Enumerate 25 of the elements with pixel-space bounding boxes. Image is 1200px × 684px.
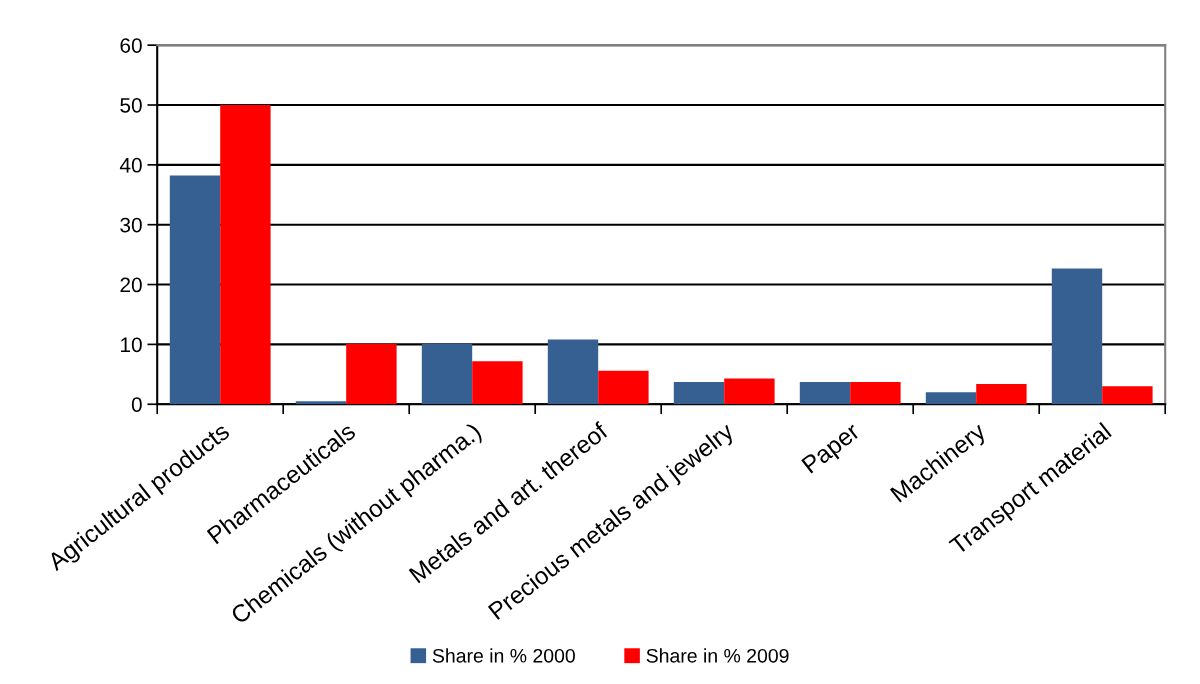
bar xyxy=(598,370,649,405)
bar xyxy=(346,343,397,405)
bar xyxy=(724,378,775,405)
bar xyxy=(220,104,271,405)
bar xyxy=(295,401,347,405)
y-tick-label: 20 xyxy=(120,277,142,293)
y-tick-label: 50 xyxy=(120,98,142,113)
bar xyxy=(421,343,473,405)
bar xyxy=(799,382,851,405)
y-tick-label: 10 xyxy=(121,337,142,353)
bar xyxy=(1051,268,1103,405)
bar xyxy=(169,175,221,405)
bar xyxy=(976,383,1027,405)
bar xyxy=(925,392,977,405)
bar xyxy=(1102,386,1153,405)
y-tick-label: 60 xyxy=(120,38,142,53)
bar xyxy=(850,382,901,405)
y-tick-label: 0 xyxy=(131,397,142,412)
bar xyxy=(472,361,523,405)
legend-label: Share in % 2000 xyxy=(432,648,575,663)
legend-label: Share in % 2009 xyxy=(646,648,789,663)
y-tick-label: 30 xyxy=(120,217,142,233)
y-tick-label: 40 xyxy=(119,157,142,173)
bar xyxy=(547,339,599,405)
bar xyxy=(673,382,725,405)
